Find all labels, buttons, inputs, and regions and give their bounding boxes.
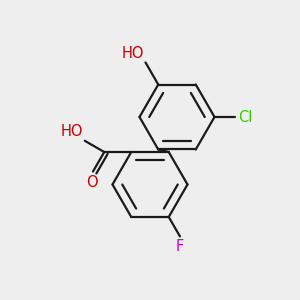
Text: F: F (176, 239, 184, 254)
Text: Cl: Cl (238, 110, 253, 124)
Text: HO: HO (122, 46, 144, 61)
Text: O: O (86, 175, 97, 190)
Text: HO: HO (61, 124, 83, 139)
